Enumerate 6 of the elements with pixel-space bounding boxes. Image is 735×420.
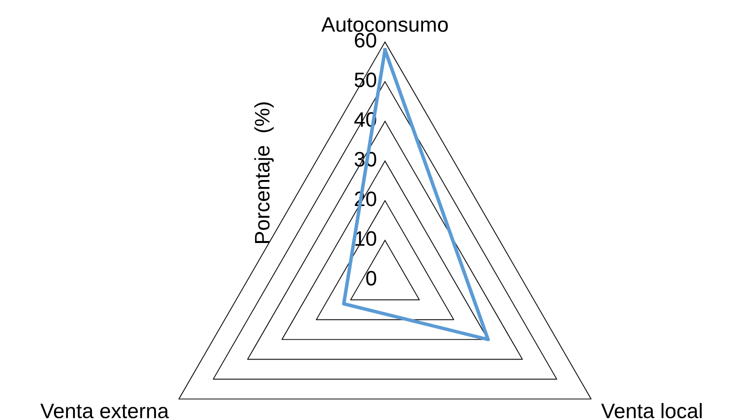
text: Porcentaje (%) bbox=[254, 102, 274, 243]
spoke-label: Autoconsumo bbox=[321, 17, 448, 32]
spoke-label: Venta local bbox=[601, 403, 702, 418]
y-tick-label: 0 bbox=[366, 270, 376, 286]
y-tick-label: 60 bbox=[354, 32, 376, 48]
spoke-label: Venta externa bbox=[40, 404, 169, 418]
